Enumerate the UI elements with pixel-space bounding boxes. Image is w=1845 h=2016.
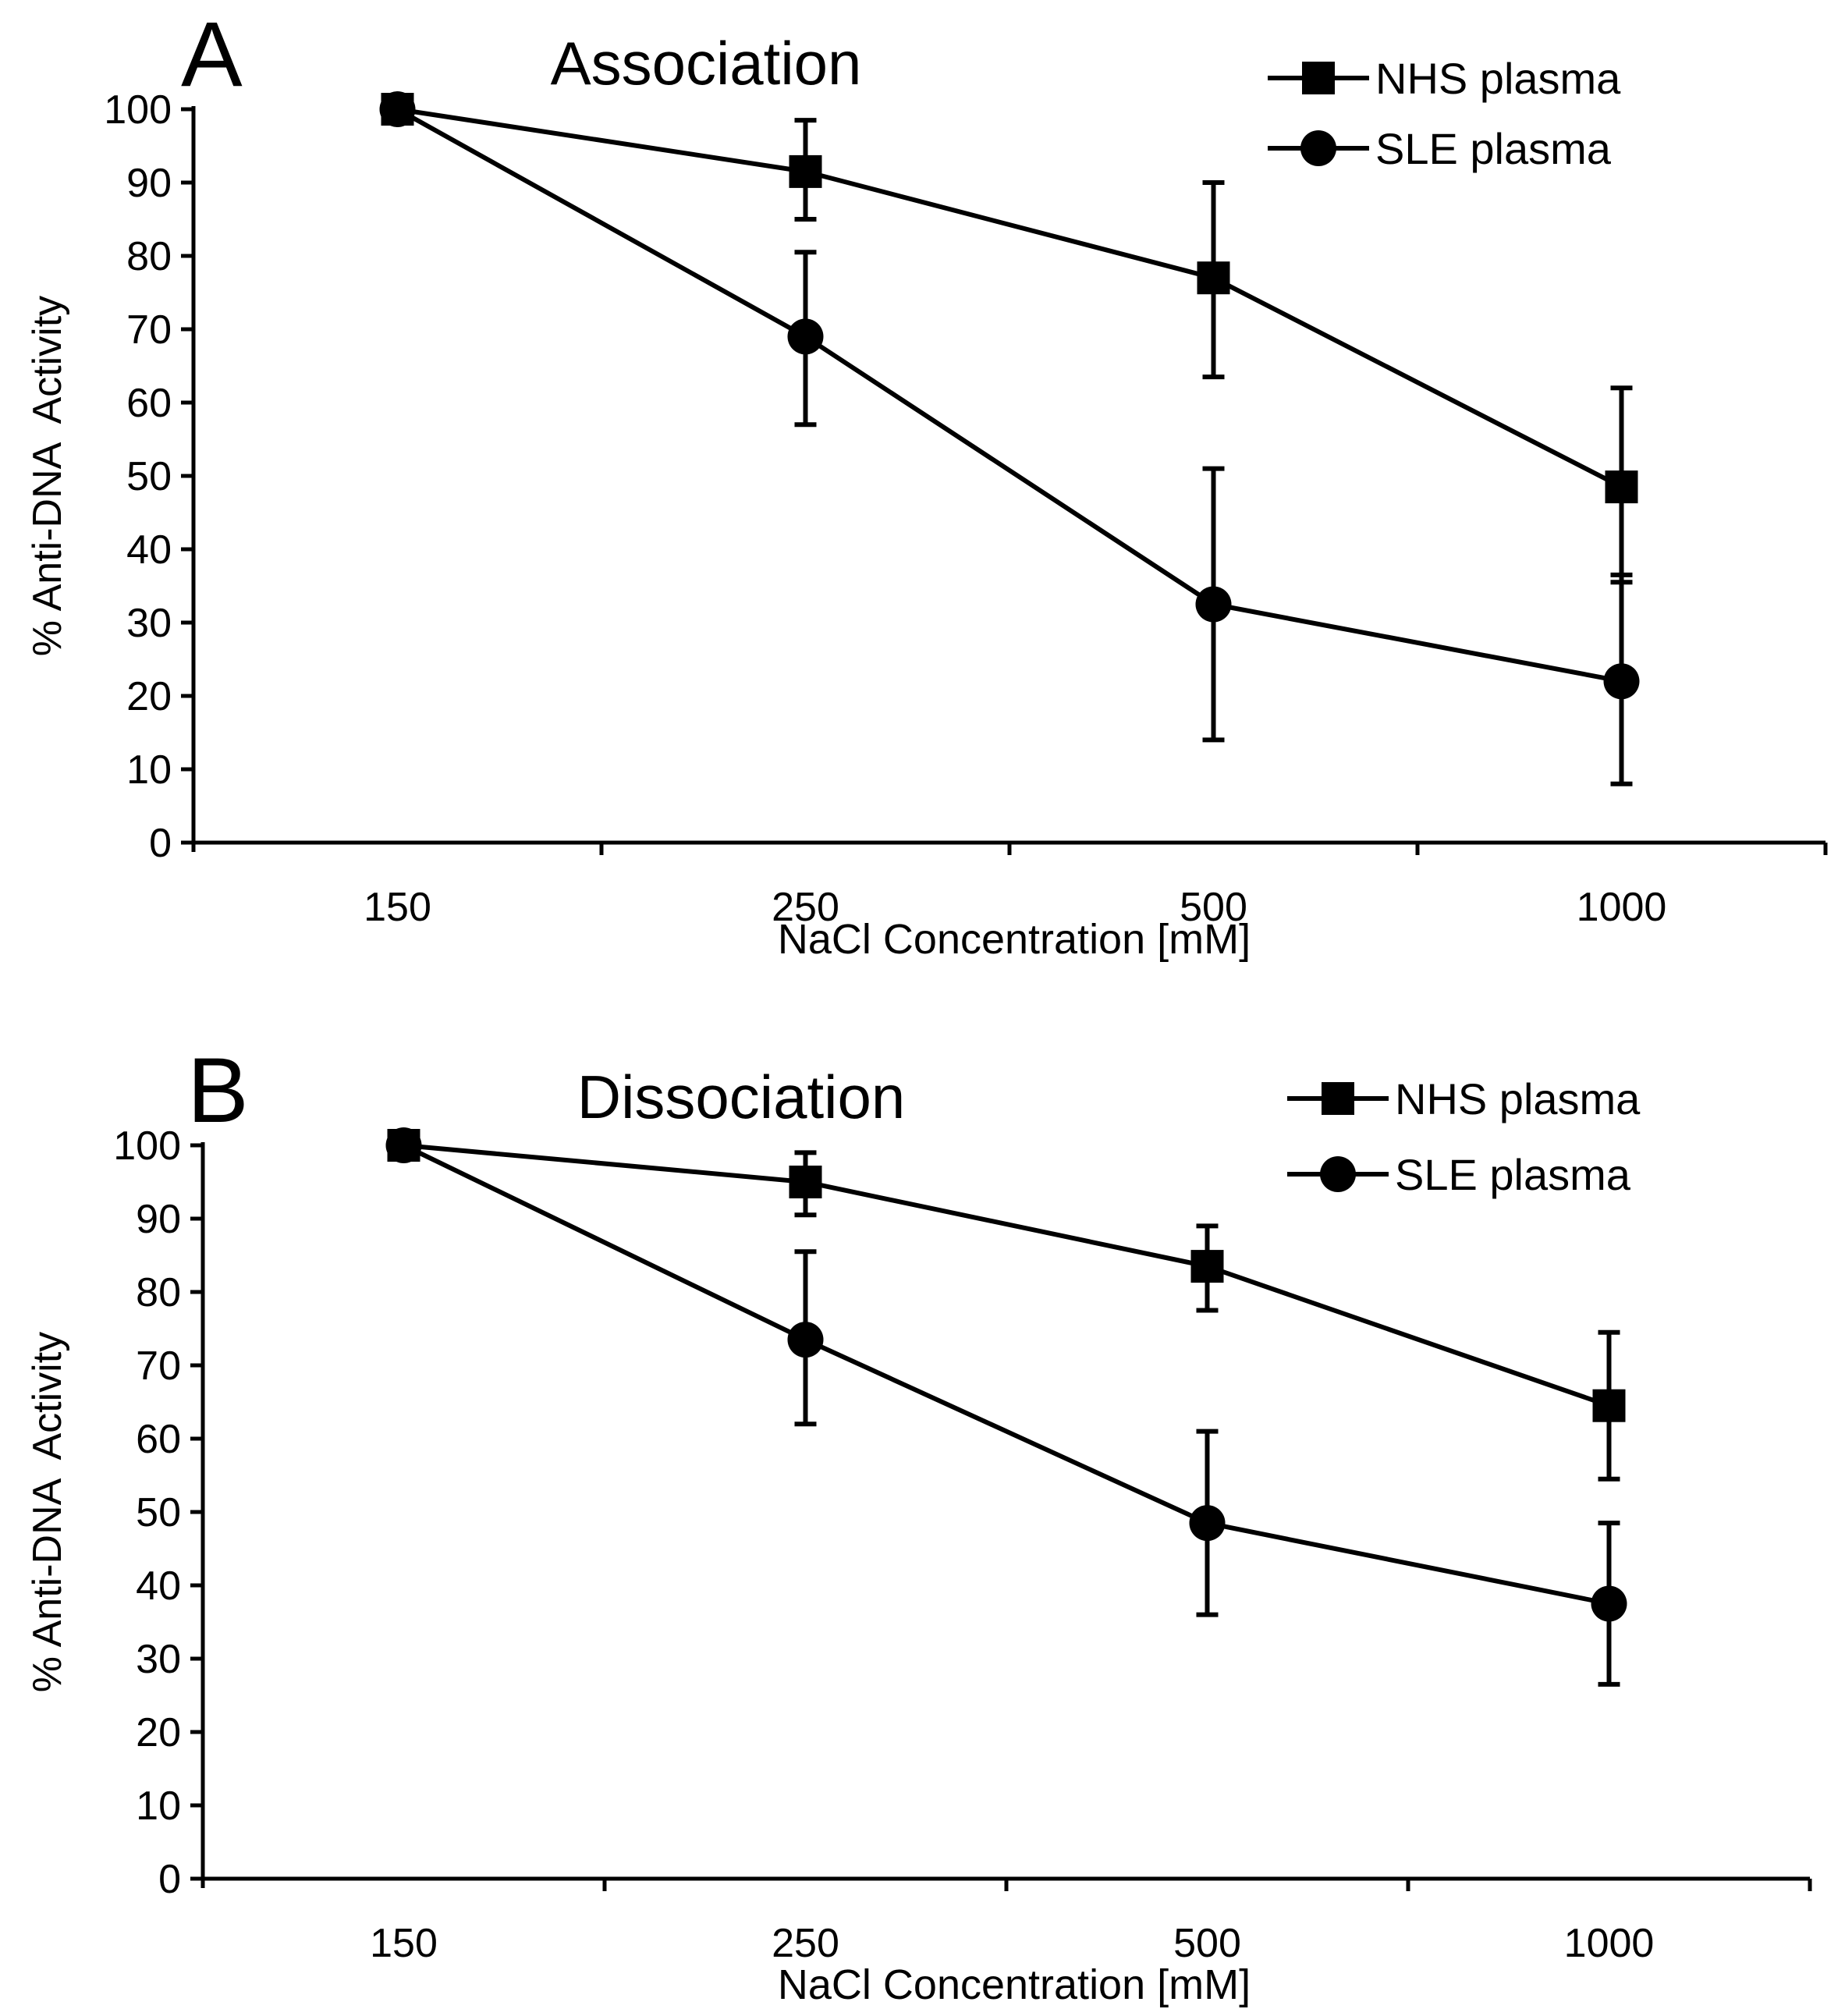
sle-plasma-point [1603, 663, 1640, 700]
x-tick-label: 500 [1173, 1921, 1241, 1966]
y-tick-label: 20 [126, 674, 172, 719]
nhs-plasma-point [1605, 470, 1638, 504]
y-tick-label: 20 [136, 1710, 181, 1755]
panel-letter: B [187, 1039, 249, 1142]
nhs-plasma-legend-marker [1322, 1082, 1354, 1115]
sle-plasma-legend-marker [1300, 130, 1336, 166]
x-axis-title: NaCl Concentration [mM] [778, 1961, 1251, 2008]
nhs-plasma-point [387, 1129, 420, 1162]
y-tick-label: 100 [113, 1123, 181, 1169]
panel-b: B Dissociation 0 10 20 30 40 50 60 70 80 90 100 150 25… [25, 1039, 1812, 2008]
x-tick-label: 150 [370, 1921, 438, 1966]
sle-plasma-line [396, 107, 1623, 684]
sle-plasma-point [1195, 586, 1232, 623]
nhs-plasma-line [397, 107, 1623, 489]
y-tick-label: 30 [126, 601, 172, 646]
sle-plasma-point [787, 1322, 824, 1358]
y-tick-label: 90 [126, 161, 172, 206]
nhs-plasma-line [403, 1143, 1610, 1408]
y-tick-label: 0 [158, 1857, 181, 1902]
legend-label: NHS plasma [1395, 1074, 1641, 1123]
y-tick-label: 30 [136, 1637, 181, 1682]
sle-plasma-legend-marker [1320, 1156, 1356, 1192]
y-tick-label: 100 [104, 87, 172, 133]
nhs-plasma-point [1190, 1250, 1224, 1283]
y-axis-title: % Anti-DNA Activity [25, 296, 70, 656]
y-tick-label: 70 [136, 1343, 181, 1389]
y-tick-label: 50 [136, 1490, 181, 1535]
x-tick-label: 1000 [1577, 885, 1667, 930]
nhs-plasma-legend-marker [1302, 62, 1335, 94]
y-tick-label: 40 [136, 1563, 181, 1609]
y-tick-label: 60 [126, 381, 172, 426]
y-tick-label: 40 [126, 527, 172, 573]
sle-plasma-point [1591, 1585, 1627, 1622]
panel-letter: A [181, 3, 243, 106]
legend-label: SLE plasma [1395, 1150, 1631, 1199]
y-tick-label: 70 [126, 307, 172, 353]
nhs-plasma-point [1592, 1389, 1626, 1422]
y-tick-label: 10 [136, 1784, 181, 1829]
x-tick-label: 250 [772, 1921, 839, 1966]
legend-label: SLE plasma [1375, 124, 1612, 173]
sle-plasma-point [787, 318, 824, 355]
nhs-plasma-point [789, 1166, 822, 1198]
panel-a: A Association 0 10 20 30 40 50 60 70 80 90 100 150 250… [25, 3, 1828, 963]
panel-title: Association [551, 29, 862, 98]
sle-plasma-line [403, 1143, 1610, 1606]
y-tick-label: 60 [136, 1417, 181, 1462]
x-tick-label: 150 [364, 885, 431, 930]
x-tick-label: 250 [772, 885, 839, 930]
x-tick-label: 1000 [1564, 1921, 1655, 1966]
legend-label: NHS plasma [1375, 54, 1621, 103]
y-tick-label: 10 [126, 747, 172, 793]
x-axis-title: NaCl Concentration [mM] [778, 916, 1251, 963]
y-tick-label: 80 [126, 234, 172, 279]
nhs-plasma-point [381, 93, 414, 126]
y-tick-label: 90 [136, 1197, 181, 1242]
sle-plasma-point [1189, 1505, 1226, 1542]
nhs-plasma-point [789, 154, 822, 188]
y-axis-title: % Anti-DNA Activity [25, 1332, 70, 1692]
y-tick-label: 0 [149, 821, 172, 866]
x-tick-label: 500 [1180, 885, 1247, 930]
panel-title: Dissociation [577, 1063, 906, 1131]
y-tick-label: 50 [126, 454, 172, 499]
nhs-plasma-point [1197, 261, 1230, 295]
y-tick-label: 80 [136, 1270, 181, 1315]
